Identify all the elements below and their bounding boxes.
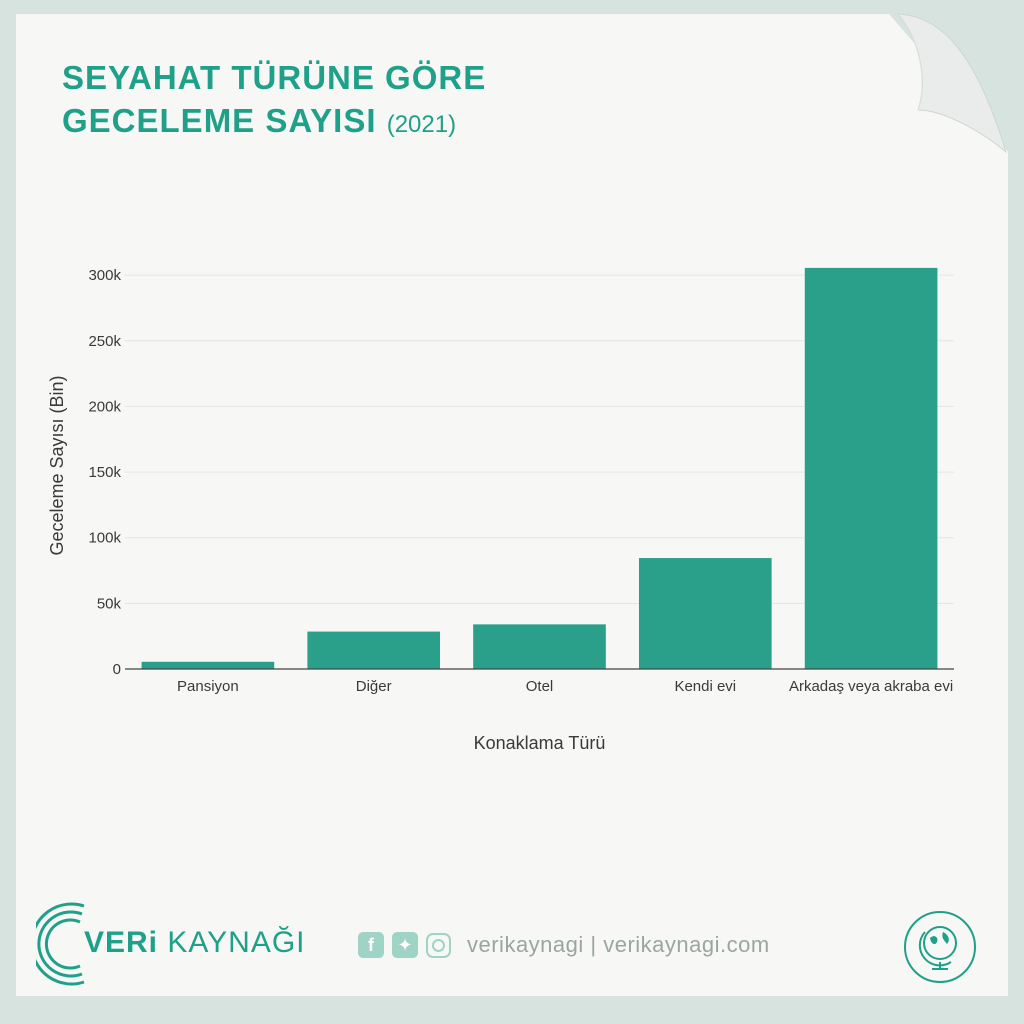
y-tick-label: 100k [88,530,121,547]
twitter-icon[interactable]: ✦ [392,932,418,958]
brand-name: VERi KAYNAĞI [84,926,306,960]
bar [804,267,938,669]
y-tick-label: 200k [88,398,121,415]
x-tick-label: Arkadaş veya akraba evi [789,678,953,695]
x-tick-label: Kendi evi [674,678,736,695]
title-line-1: SEYAHAT TÜRÜNE GÖRE [62,59,487,96]
y-tick-label: 150k [88,464,121,481]
bar [141,661,275,669]
bar [473,624,606,669]
x-tick-label: Pansiyon [177,678,239,695]
x-axis-title: Konaklama Türü [474,733,606,753]
y-tick-label: 50k [97,595,122,612]
y-axis-title: Geceleme Sayısı (Bin) [47,375,67,555]
title-line-2-text: GECELEME SAYISI [62,102,377,139]
facebook-icon[interactable]: f [358,932,384,958]
brand-bold: VERi [84,926,159,959]
y-tick-label: 0 [113,661,121,678]
x-tick-label: Otel [526,678,554,695]
bar [307,631,441,669]
instagram-icon[interactable] [426,932,451,958]
bar [638,558,772,669]
title-line-2: GECELEME SAYISI (2021) [62,99,486,146]
title-year: (2021) [386,111,457,138]
globe-icon [904,911,976,983]
social-links: f ✦ verikaynagi | verikaynagi.com [358,932,770,958]
brand-rest: KAYNAĞI [158,926,306,959]
social-handle: verikaynagi | verikaynagi.com [467,932,770,957]
x-tick-label: Diğer [356,678,392,695]
y-tick-label: 300k [88,267,121,284]
chart-title: SEYAHAT TÜRÜNE GÖRE GECELEME SAYISI (202… [62,56,486,146]
page-curl [896,13,1007,154]
brand-logo-icon [36,902,85,986]
y-tick-label: 250k [88,333,121,350]
